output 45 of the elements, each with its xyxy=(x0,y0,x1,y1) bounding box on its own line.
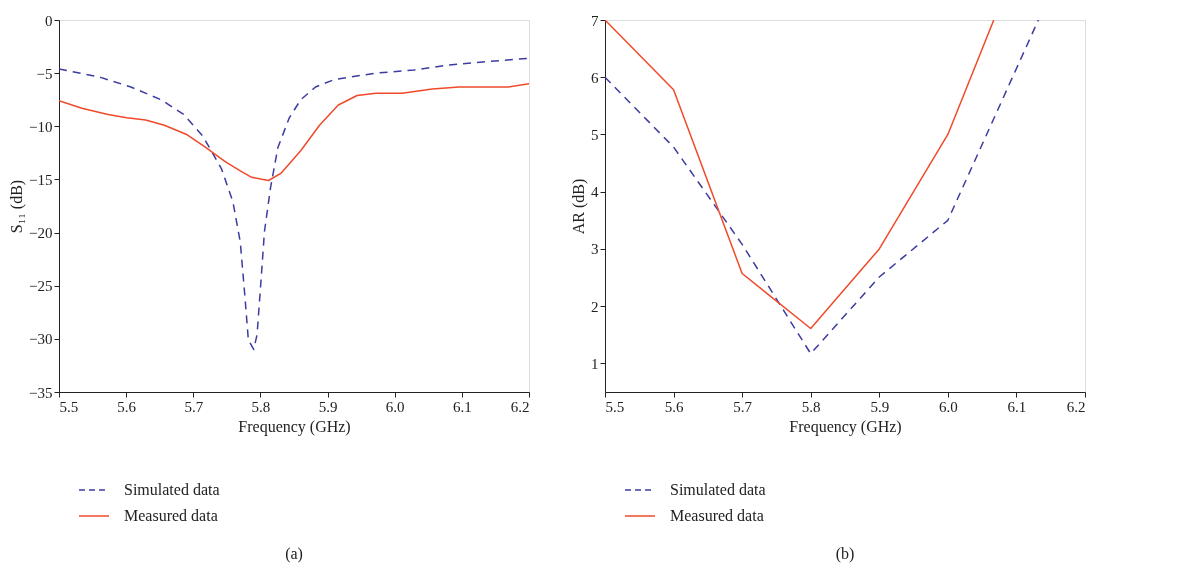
x-tick-label: 5.5 xyxy=(59,398,79,415)
line-series xyxy=(605,20,995,330)
x-axis-title: Frequency (GHz) xyxy=(789,417,902,436)
x-tick-label: 5.9 xyxy=(870,398,890,415)
y-tick-label: 0 xyxy=(45,12,53,29)
y-tick-label: −15 xyxy=(29,171,53,188)
x-tick-label: 6.2 xyxy=(510,398,530,415)
x-tick-label: 5.8 xyxy=(251,398,271,415)
y-tick-label: 5 xyxy=(591,126,599,143)
legend-label: Simulated data xyxy=(670,481,766,498)
y-tick-label: 6 xyxy=(591,69,599,86)
y-axis-title: AR (dB) xyxy=(570,178,588,235)
y-tick-label: −5 xyxy=(36,65,53,82)
x-tick-label: 6.2 xyxy=(1066,398,1086,415)
y-axis-title: S₁₁ (dB) xyxy=(8,179,27,234)
text: (a) xyxy=(285,545,303,563)
y-tick-label: −30 xyxy=(29,331,53,348)
x-tick-label: 5.6 xyxy=(664,398,684,415)
y-tick-label: 2 xyxy=(591,298,599,315)
x-tick-label: 6.1 xyxy=(1007,398,1027,415)
x-tick-label: 5.8 xyxy=(801,398,821,415)
x-axis-title: Frequency (GHz) xyxy=(238,417,351,436)
x-tick-label: 5.9 xyxy=(318,398,338,415)
text: (b) xyxy=(835,545,855,563)
x-tick-label: 5.6 xyxy=(117,398,137,415)
y-tick-label: 1 xyxy=(591,355,599,372)
y-tick-label: −25 xyxy=(29,278,53,295)
legend-label: Measured data xyxy=(124,507,218,524)
x-tick-label: 6.0 xyxy=(385,398,405,415)
line-series xyxy=(59,83,529,182)
y-tick-label: −35 xyxy=(29,384,53,401)
x-tick-label: 6.1 xyxy=(452,398,472,415)
x-tick-label: 5.7 xyxy=(184,398,204,415)
x-tick-label: 5.5 xyxy=(605,398,625,415)
y-tick-label: −10 xyxy=(29,118,53,135)
legend-label: Simulated data xyxy=(124,481,220,498)
y-tick-label: 3 xyxy=(591,241,599,258)
x-tick-label: 5.7 xyxy=(733,398,753,415)
line-series xyxy=(59,57,529,351)
legend-label: Measured data xyxy=(670,507,764,524)
y-tick-label: 7 xyxy=(591,12,599,29)
x-tick-label: 6.0 xyxy=(938,398,958,415)
line-series xyxy=(605,20,1040,355)
y-tick-label: −20 xyxy=(29,225,53,242)
y-tick-label: 4 xyxy=(591,184,599,201)
